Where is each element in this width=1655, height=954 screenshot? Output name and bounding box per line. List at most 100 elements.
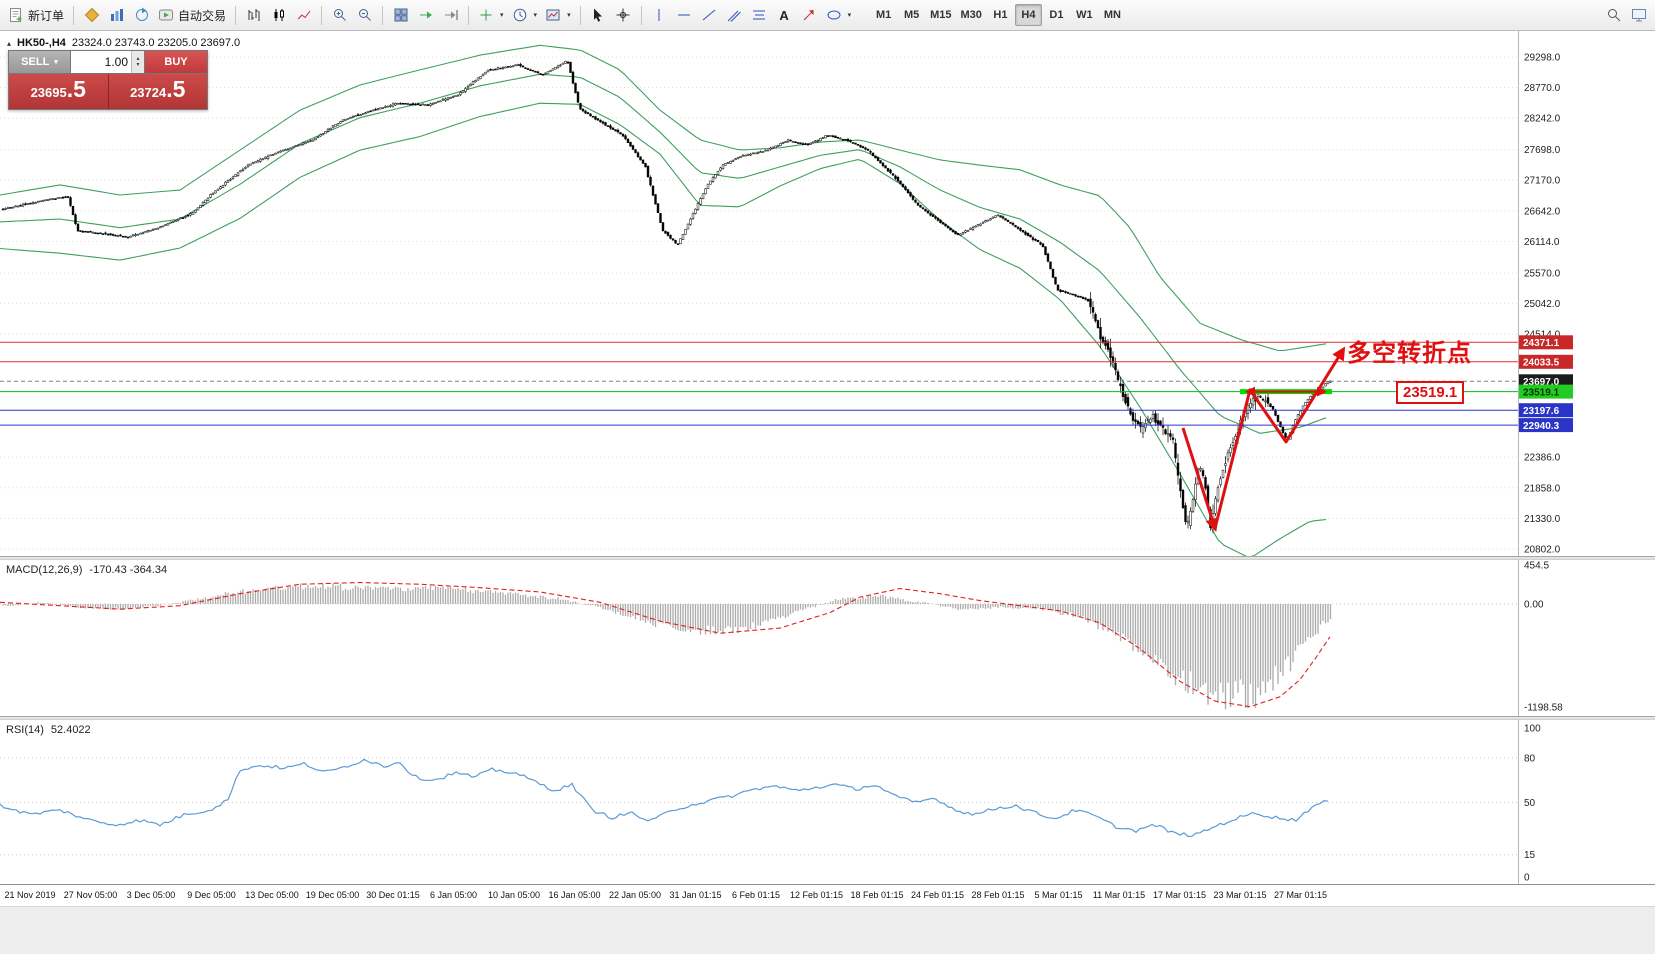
sell-dropdown-caret-icon: ▾ [54,59,58,66]
time-axis-label: 22 Jan 05:00 [608,890,662,900]
trend-arrow-down[interactable] [1181,427,1219,533]
collapse-triangle-icon[interactable]: ▴ [7,38,12,48]
trend-arrow-zigzag[interactable] [1213,346,1346,529]
metatrader-gold-icon [84,7,99,23]
trendline-tool-button[interactable] [698,4,721,27]
price-marker-chip [1519,335,1573,350]
timeframe-button-m1[interactable]: M1 [875,9,892,21]
timeframe-button-h1[interactable]: H1 [993,9,1008,21]
volume-up-icon[interactable]: ▴ [136,56,140,62]
toolbar-separator [579,5,581,25]
refresh-button[interactable] [130,4,153,27]
text-tool-button[interactable]: A [773,4,796,27]
sell-button[interactable]: 23695.5 [9,74,109,109]
refresh-icon [135,7,148,21]
data-window-icon [1631,9,1646,22]
template-icon [546,9,560,21]
chart-header: ▴ HK50-,H4 23324.0 23743.0 23205.0 23697… [7,37,240,49]
timeframe-button-m5[interactable]: M5 [903,9,920,21]
volume-spinner[interactable]: ▴ ▾ [131,51,144,73]
bollinger-middle-band [0,73,1327,434]
price-chart-panel: 29298.0 28770.0 28242.0 27698.0 27170.0 26642… [0,31,1655,556]
fibonacci-icon [753,10,766,20]
volume-input[interactable] [71,51,144,73]
volume-down-icon[interactable]: ▾ [136,62,140,68]
buy-header[interactable]: BUY [145,51,207,73]
price-tag-label[interactable]: 23519.1 [1396,381,1465,404]
zoom-in-button[interactable] [328,4,351,27]
timeframe-button-m15[interactable]: M15 [930,9,952,21]
add-indicator-button[interactable]: ▾ [475,4,507,27]
macd-values: -170.43 -364.34 [89,564,168,576]
line-chart-mode-button[interactable] [292,4,315,27]
macd-panel: 454.5 0.00 -1198.58 MACD(12,26,9) -170.43 … [0,560,1655,716]
time-axis-label: 30 Dec 01:15 [366,890,420,900]
time-axis-label: 16 Jan 05:00 [548,890,601,900]
new-order-button[interactable]: 新订单 [5,4,67,27]
ohlc-bars-icon [248,9,260,21]
price-marker-chip [1519,403,1573,418]
search-button[interactable] [1602,4,1625,27]
metatrader-button[interactable] [80,4,103,27]
rsi-chart[interactable]: 100 80 50 15 0 [0,720,1655,884]
horizontal-line-tool-button[interactable] [673,4,696,27]
auto-scroll-icon [419,11,432,19]
price-axis-label: 25570.0 [1524,268,1561,279]
vertical-line-tool-button[interactable] [648,4,671,27]
fibonacci-tool-button[interactable] [748,4,771,27]
price-marker-text: 24033.5 [1523,358,1560,369]
timeframe-button-mn[interactable]: MN [1103,9,1121,21]
toolbar-separator [382,5,384,25]
price-marker-text: 23197.6 [1523,406,1560,417]
zoom-out-button[interactable] [353,4,376,27]
timeframe-button-d1[interactable]: D1 [1049,9,1064,21]
market-watch-button[interactable] [105,4,128,27]
timeframe-button-m30[interactable]: M30 [960,9,982,21]
channel-tool-button[interactable] [723,4,746,27]
rsi-panel-separator[interactable] [0,716,1655,720]
templates-button[interactable]: ▾ [542,4,574,27]
toolbar-separator [73,5,75,25]
macd-panel-separator[interactable] [0,556,1655,560]
buy-price-frac: .5 [166,76,186,102]
time-axis-label: 31 Jan 01:15 [669,890,722,900]
price-chart[interactable]: 29298.0 28770.0 28242.0 27698.0 27170.0 26642… [0,31,1655,556]
rsi-axis-label: 0 [1524,873,1530,884]
time-axis-label: 6 Jan 05:00 [429,890,478,900]
one-click-trade-panel: SELL ▾ ▴ ▾ BUY 23695.5 23724.5 [8,50,208,110]
price-axis-label: 28770.0 [1524,83,1561,94]
rsi-axis-label: 15 [1524,850,1536,861]
chart-shift-button[interactable] [439,4,462,27]
dropdown-caret-icon: ▾ [847,12,852,19]
rsi-value: 52.4022 [50,724,91,736]
timeframe-button-h4[interactable]: H4 [1014,4,1042,26]
timeframe-button-w1[interactable]: W1 [1076,9,1093,21]
crosshair-tool-button[interactable] [612,4,635,27]
macd-name: MACD(12,26,9) [6,564,83,576]
toolbar-separator [235,5,237,25]
shapes-tool-button[interactable]: ▾ [823,4,855,27]
macd-chart[interactable]: 454.5 0.00 -1198.58 [0,560,1655,716]
auto-scroll-button[interactable] [414,4,437,27]
dropdown-caret-icon: ▾ [567,12,571,19]
time-axis-label: 28 Feb 01:15 [971,890,1025,900]
bottom-strip [0,906,1655,954]
clock-icon [513,8,526,22]
tile-windows-button[interactable] [389,4,412,27]
rsi-label: RSI(14) 52.4022 [6,724,91,736]
periods-button[interactable]: ▾ [509,4,541,27]
time-axis-label: 27 Mar 01:15 [1273,890,1328,900]
time-axis-label: 6 Feb 01:15 [731,890,781,900]
price-axis-label: 24514.0 [1524,330,1561,341]
bar-chart-mode-button[interactable] [242,4,265,27]
buy-button[interactable]: 23724.5 [108,74,207,109]
candles-layer [1,60,1332,534]
arrow-tool-button[interactable] [798,4,821,27]
cursor-tool-button[interactable] [587,4,610,27]
autotrade-button[interactable]: 自动交易 [155,4,229,27]
new-order-icon [10,8,22,22]
data-window-button[interactable] [1627,4,1650,27]
candlestick-mode-button[interactable] [267,4,290,27]
time-axis[interactable]: 21 Nov 2019 27 Nov 05:00 3 Dec 05:00 9 Dec … [0,884,1655,906]
sell-header[interactable]: SELL ▾ [9,51,71,73]
